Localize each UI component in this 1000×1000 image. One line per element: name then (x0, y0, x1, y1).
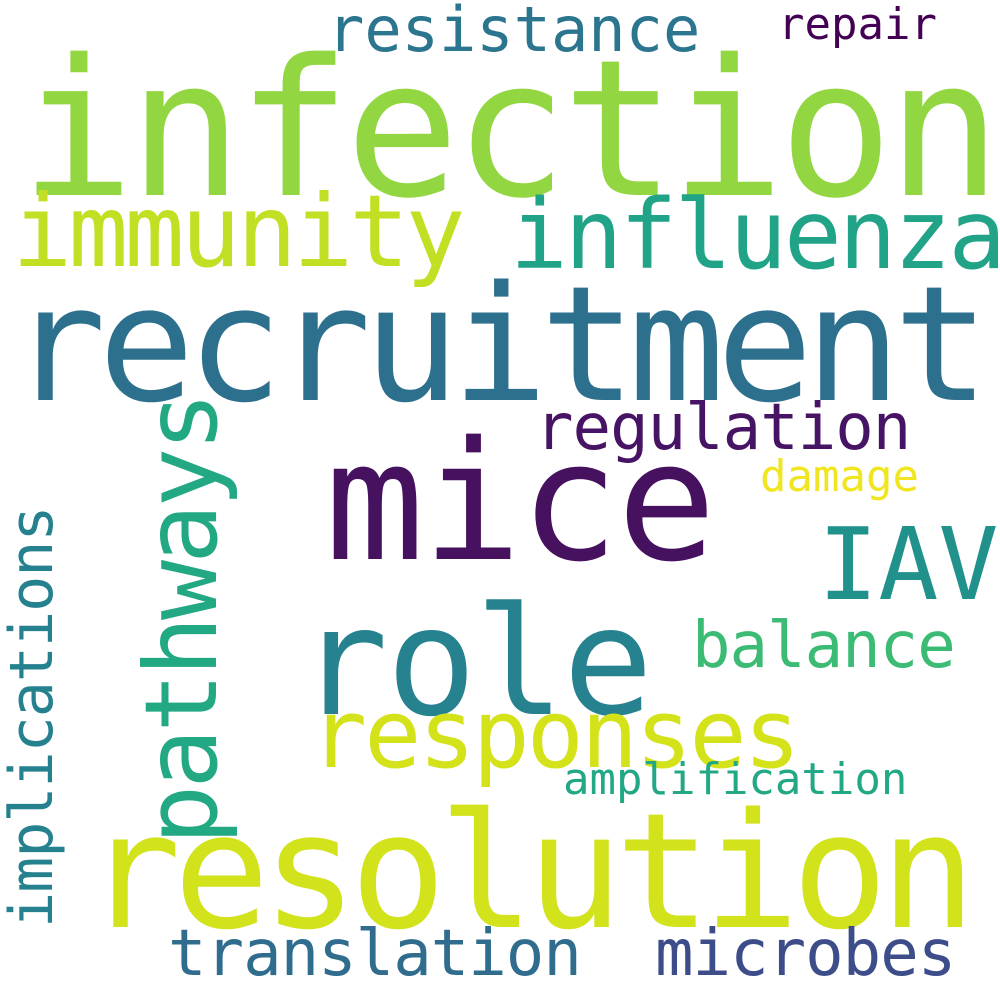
word-role: role (298, 576, 653, 750)
word-mice: mice (325, 406, 716, 598)
word-influenza-text: influenza (510, 179, 1000, 291)
word-repair: repair (778, 3, 937, 47)
word-infection-text: infection (20, 19, 1000, 240)
word-pathways: pathways (123, 395, 240, 845)
word-recruitment-text: recruitment (10, 251, 990, 438)
word-implications: implications (0, 506, 67, 928)
word-role-text: role (298, 576, 653, 750)
word-amplification-text: amplification (563, 754, 908, 805)
word-recruitment: recruitment (10, 251, 990, 438)
word-responses-text: responses (310, 680, 801, 790)
word-amplification: amplification (563, 758, 907, 802)
word-influenza: influenza (510, 187, 1000, 283)
word-balance: balance (692, 609, 956, 683)
word-responses: responses (310, 680, 801, 790)
word-regulation: regulation (535, 391, 911, 465)
word-translation: translation (168, 917, 582, 991)
word-pathways-text: pathways (123, 395, 240, 845)
word-balance-text: balance (692, 609, 956, 683)
word-repair-text: repair (778, 0, 937, 50)
word-immunity: immunity (12, 173, 466, 290)
word-damage: damage (760, 455, 919, 499)
word-regulation-text: regulation (535, 391, 911, 465)
word-immunity-text: immunity (12, 173, 466, 290)
word-microbes-text: microbes (655, 917, 956, 991)
word-resistance-text: resistance (327, 0, 701, 66)
word-resolution: resolution (85, 778, 976, 965)
word-damage-text: damage (760, 451, 919, 502)
word-microbes: microbes (655, 917, 956, 991)
word-translation-text: translation (168, 917, 582, 991)
word-implications-text: implications (0, 506, 67, 928)
word-iav-text: IAV (818, 506, 999, 623)
word-infection: infection (20, 19, 1000, 240)
word-mice-text: mice (325, 406, 716, 598)
word-resolution-text: resolution (85, 778, 976, 965)
word-iav: IAV (818, 515, 999, 615)
word-resistance: resistance (327, 0, 700, 61)
